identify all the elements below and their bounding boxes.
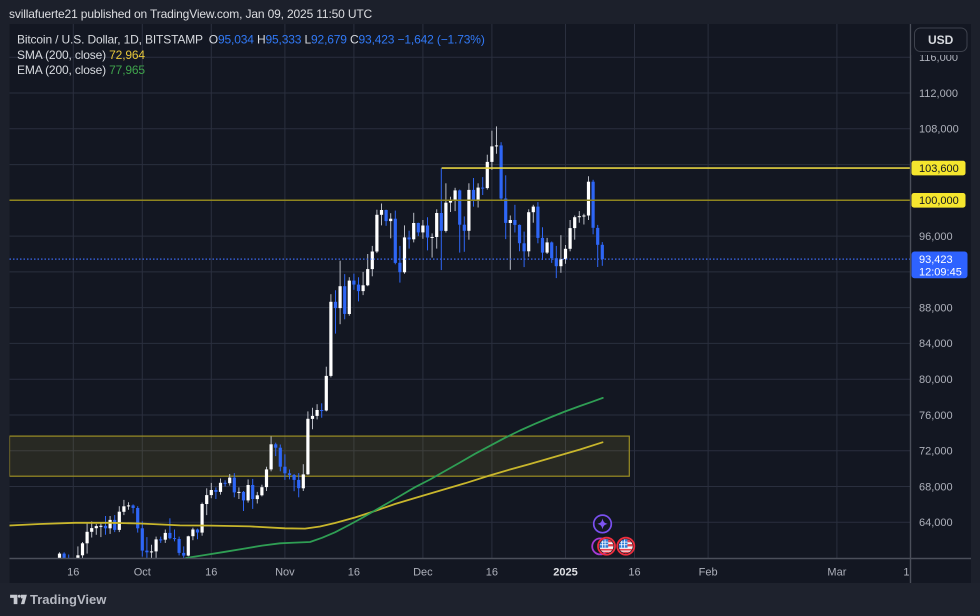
svg-text:SMA (200, close) 72,964: SMA (200, close) 72,964 bbox=[17, 48, 145, 62]
svg-text:103,600: 103,600 bbox=[919, 163, 959, 175]
svg-text:Oct: Oct bbox=[134, 567, 151, 579]
svg-text:112,000: 112,000 bbox=[919, 88, 958, 100]
svg-text:EMA (200, close) 77,965: EMA (200, close) 77,965 bbox=[17, 63, 145, 77]
svg-text:88,000: 88,000 bbox=[919, 302, 953, 314]
svg-text:96,000: 96,000 bbox=[919, 231, 953, 243]
svg-text:2025: 2025 bbox=[553, 567, 577, 579]
svg-text:72,000: 72,000 bbox=[919, 446, 953, 458]
svg-text:12:09:45: 12:09:45 bbox=[919, 266, 962, 278]
svg-text:108,000: 108,000 bbox=[919, 124, 959, 136]
svg-text:USD: USD bbox=[928, 33, 954, 47]
svg-text:16: 16 bbox=[205, 567, 217, 579]
svg-text:16: 16 bbox=[628, 567, 640, 579]
svg-text:TradingView: TradingView bbox=[30, 592, 107, 607]
svg-text:Mar: Mar bbox=[827, 567, 846, 579]
svg-text:93,423: 93,423 bbox=[919, 254, 953, 266]
svg-text:Nov: Nov bbox=[275, 567, 295, 579]
svg-text:1: 1 bbox=[903, 567, 909, 579]
svg-text:16: 16 bbox=[486, 567, 498, 579]
svg-text:100,000: 100,000 bbox=[919, 195, 959, 207]
svg-text:68,000: 68,000 bbox=[919, 481, 953, 493]
svg-text:64,000: 64,000 bbox=[919, 517, 953, 529]
svg-text:Bitcoin / U.S. Dollar, 1D, BIT: Bitcoin / U.S. Dollar, 1D, BITSTAMP O95,… bbox=[17, 33, 485, 47]
svg-text:76,000: 76,000 bbox=[919, 410, 953, 422]
svg-text:16: 16 bbox=[67, 567, 79, 579]
svg-text:80,000: 80,000 bbox=[919, 374, 953, 386]
svg-text:Dec: Dec bbox=[413, 567, 433, 579]
svg-text:16: 16 bbox=[348, 567, 360, 579]
svg-text:84,000: 84,000 bbox=[919, 338, 953, 350]
svg-text:svillafuerte21 published on Tr: svillafuerte21 published on TradingView.… bbox=[9, 7, 373, 21]
svg-text:Feb: Feb bbox=[699, 567, 718, 579]
